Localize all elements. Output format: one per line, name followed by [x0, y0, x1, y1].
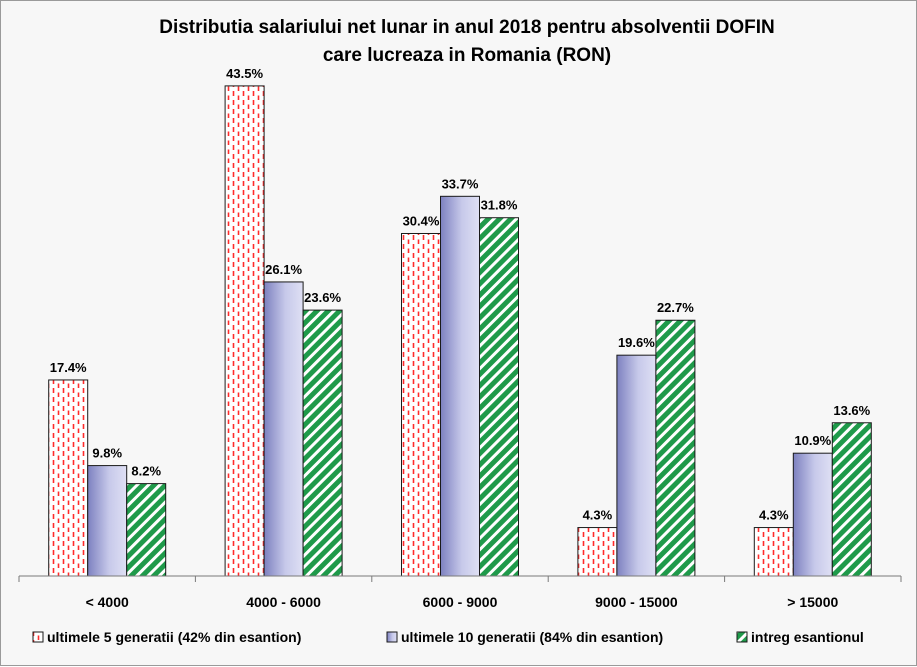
bar-ultimele-10-4 — [616, 354, 657, 577]
data-label-ultimele-10-2: 26.1% — [265, 262, 302, 277]
bar-ultimele-5-2 — [224, 85, 265, 577]
data-label-intreg-4: 22.7% — [657, 300, 694, 315]
category-label-3: 6000 - 9000 — [423, 594, 498, 610]
legend-label-ultimele-5: ultimele 5 generatii (42% din esantion) — [47, 629, 301, 645]
bar-intreg-5 — [831, 422, 872, 577]
bar-ultimele-5-1 — [48, 379, 89, 577]
category-label-1: < 4000 — [86, 594, 129, 610]
legend: ultimele 5 generatii (42% din esantion) u… — [32, 629, 864, 645]
category-label-2: 4000 - 6000 — [246, 594, 321, 610]
legend-swatch-ultimele-10 — [386, 631, 398, 643]
data-labels-group: 17.4% 9.8% 8.2% 43.5% 26.1%23.6% 30.4% 33.7%31… — [50, 66, 871, 523]
category-labels: < 4000 4000 - 6000 6000 - 9000 9000 - 15000… — [86, 594, 839, 610]
bar-ultimele-10-5 — [792, 452, 833, 577]
chart-title: Distributia salariului net lunar in anul… — [159, 17, 775, 38]
data-label-ultimele-5-1: 17.4% — [50, 360, 87, 375]
chart-subtitle: care lucreaza in Romania (RON) — [323, 45, 611, 66]
data-label-ultimele-5-4: 4.3% — [583, 508, 613, 523]
legend-swatch-ultimele-5 — [32, 631, 44, 643]
data-label-intreg-1: 8.2% — [131, 464, 161, 479]
data-label-ultimele-10-3: 33.7% — [442, 176, 479, 191]
bar-intreg-4 — [655, 319, 696, 577]
bars-group — [48, 85, 872, 577]
data-label-ultimele-5-5: 4.3% — [759, 508, 789, 523]
data-label-intreg-5: 13.6% — [833, 403, 870, 418]
data-label-ultimele-5-2: 43.5% — [226, 66, 263, 81]
data-label-intreg-2: 23.6% — [304, 290, 341, 305]
data-label-ultimele-10-4: 19.6% — [618, 335, 655, 350]
bar-ultimele-5-3 — [401, 232, 441, 577]
bar-ultimele-10-2 — [263, 281, 304, 577]
bar-ultimele-10-1 — [87, 465, 128, 577]
x-axis-ticks — [18, 576, 902, 582]
category-label-4: 9000 - 15000 — [595, 594, 678, 610]
bar-ultimele-5-4 — [577, 527, 618, 577]
bar-ultimele-10-3 — [440, 195, 480, 577]
bar-intreg-3 — [479, 217, 519, 577]
bar-intreg-1 — [126, 483, 167, 577]
bar-intreg-2 — [302, 309, 343, 577]
data-label-ultimele-10-5: 10.9% — [794, 433, 831, 448]
legend-swatch-intreg — [736, 631, 748, 643]
legend-label-ultimele-10: ultimele 10 generatii (84% din esantion) — [401, 629, 663, 645]
data-label-ultimele-5-3: 30.4% — [403, 213, 440, 228]
category-label-5: > 15000 — [787, 594, 838, 610]
data-label-ultimele-10-1: 9.8% — [92, 446, 122, 461]
data-label-intreg-3: 31.8% — [481, 198, 518, 213]
bar-ultimele-5-5 — [753, 527, 794, 577]
legend-label-intreg: intreg esantionul — [751, 629, 864, 645]
